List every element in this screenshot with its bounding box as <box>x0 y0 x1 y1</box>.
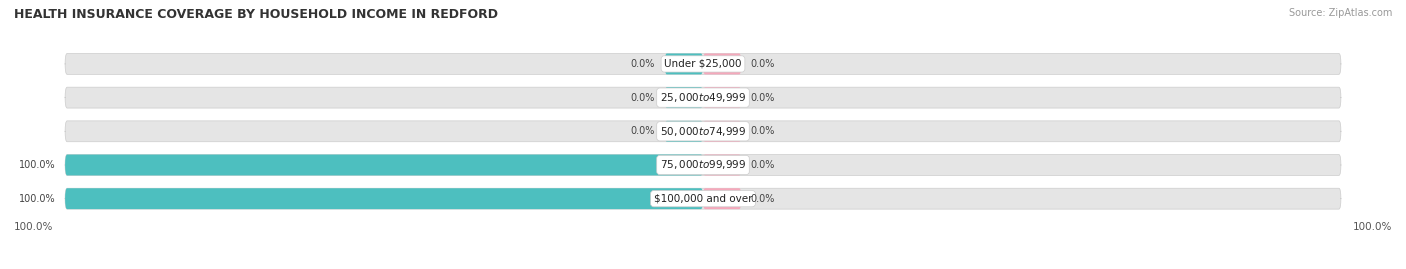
Text: 100.0%: 100.0% <box>18 160 55 170</box>
FancyBboxPatch shape <box>65 121 1341 142</box>
Text: 0.0%: 0.0% <box>751 194 775 204</box>
FancyBboxPatch shape <box>665 87 703 108</box>
FancyBboxPatch shape <box>665 54 703 74</box>
FancyBboxPatch shape <box>703 121 741 142</box>
Text: Source: ZipAtlas.com: Source: ZipAtlas.com <box>1288 8 1392 18</box>
Text: $50,000 to $74,999: $50,000 to $74,999 <box>659 125 747 138</box>
Text: 0.0%: 0.0% <box>631 93 655 102</box>
FancyBboxPatch shape <box>665 121 703 142</box>
Text: 100.0%: 100.0% <box>14 222 53 232</box>
FancyBboxPatch shape <box>65 155 1341 175</box>
FancyBboxPatch shape <box>703 54 741 74</box>
Text: $25,000 to $49,999: $25,000 to $49,999 <box>659 91 747 104</box>
Text: Under $25,000: Under $25,000 <box>664 59 742 69</box>
Text: 100.0%: 100.0% <box>1353 222 1392 232</box>
Text: 0.0%: 0.0% <box>751 126 775 136</box>
Text: $100,000 and over: $100,000 and over <box>654 194 752 204</box>
Text: 0.0%: 0.0% <box>631 126 655 136</box>
Text: HEALTH INSURANCE COVERAGE BY HOUSEHOLD INCOME IN REDFORD: HEALTH INSURANCE COVERAGE BY HOUSEHOLD I… <box>14 8 498 21</box>
FancyBboxPatch shape <box>65 188 703 209</box>
Text: 0.0%: 0.0% <box>751 160 775 170</box>
Text: $75,000 to $99,999: $75,000 to $99,999 <box>659 158 747 172</box>
FancyBboxPatch shape <box>65 87 1341 108</box>
FancyBboxPatch shape <box>65 54 1341 74</box>
FancyBboxPatch shape <box>703 87 741 108</box>
Text: 100.0%: 100.0% <box>18 194 55 204</box>
Text: 0.0%: 0.0% <box>751 93 775 102</box>
FancyBboxPatch shape <box>703 155 741 175</box>
FancyBboxPatch shape <box>65 188 1341 209</box>
FancyBboxPatch shape <box>703 188 741 209</box>
Text: 0.0%: 0.0% <box>631 59 655 69</box>
Text: 0.0%: 0.0% <box>751 59 775 69</box>
FancyBboxPatch shape <box>65 155 703 175</box>
